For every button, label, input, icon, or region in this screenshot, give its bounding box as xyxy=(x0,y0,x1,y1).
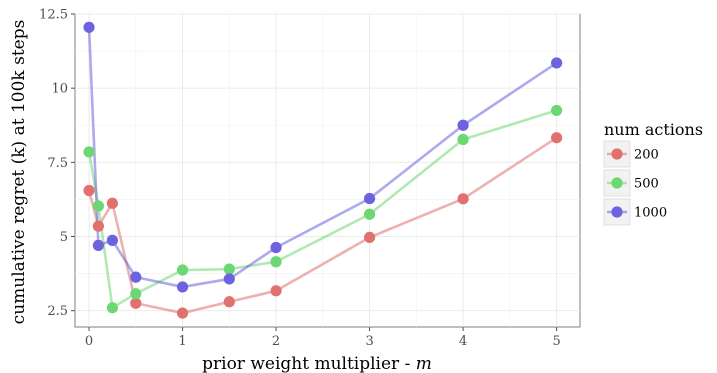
point-500 xyxy=(363,208,376,220)
plot-panel xyxy=(74,13,581,328)
point-500 xyxy=(92,200,104,212)
legend-key-point-500 xyxy=(611,177,623,189)
x-axis: 0 1 2 3 4 5 xyxy=(85,327,561,349)
point-500 xyxy=(130,288,142,300)
x-axis-title: prior weight multiplier - m xyxy=(202,354,432,373)
x-tick-label: 4 xyxy=(459,334,467,349)
point-500 xyxy=(270,256,282,268)
point-500 xyxy=(106,302,119,314)
point-200 xyxy=(83,184,95,197)
point-200 xyxy=(92,220,104,232)
point-200 xyxy=(130,297,142,309)
point-1000 xyxy=(551,57,563,69)
point-500 xyxy=(176,264,189,276)
point-1000 xyxy=(176,281,189,293)
point-200 xyxy=(457,193,469,205)
series-points xyxy=(83,21,563,319)
point-200 xyxy=(223,296,235,308)
y-tick-label: 7.5 xyxy=(47,156,68,171)
y-axis: 2.5 5 7.5 10 12.5 xyxy=(39,8,75,319)
y-tick-label: 2.5 xyxy=(47,304,68,319)
point-1000 xyxy=(106,234,119,246)
point-1000 xyxy=(223,273,235,285)
series-lines xyxy=(87,27,558,315)
point-1000 xyxy=(130,271,142,283)
x-tick-label: 2 xyxy=(272,334,280,349)
point-1000 xyxy=(92,239,104,252)
point-500 xyxy=(223,263,235,275)
point-500 xyxy=(83,146,95,158)
legend-label-200: 200 xyxy=(634,148,659,163)
x-axis-title-text: prior weight multiplier - xyxy=(202,354,416,373)
legend-key-point-200 xyxy=(611,148,623,160)
x-tick-label: 1 xyxy=(178,334,186,349)
y-tick-label: 12.5 xyxy=(39,8,68,23)
point-200 xyxy=(551,132,563,144)
point-1000 xyxy=(270,241,282,254)
y-tick-label: 5 xyxy=(60,230,68,245)
point-200 xyxy=(176,307,189,319)
legend: num actions 200 500 1000 xyxy=(603,120,703,226)
legend-title: num actions xyxy=(604,120,703,139)
series-line-200 xyxy=(87,136,558,315)
point-200 xyxy=(106,197,119,209)
point-200 xyxy=(363,231,376,244)
point-1000 xyxy=(457,119,469,131)
series-line-500 xyxy=(87,109,558,310)
point-1000 xyxy=(83,21,95,33)
x-tick-label: 3 xyxy=(365,334,373,349)
point-500 xyxy=(457,133,469,146)
legend-key-point-1000 xyxy=(611,206,623,218)
legend-label-1000: 1000 xyxy=(634,206,667,221)
legend-label-500: 500 xyxy=(634,177,659,192)
x-axis-title-variable: m xyxy=(416,354,432,373)
y-tick-label: 10 xyxy=(51,82,68,97)
x-tick-label: 5 xyxy=(552,334,560,349)
series-line-1000 xyxy=(87,27,558,289)
x-tick-label: 0 xyxy=(85,334,93,349)
y-axis-title: cumulative regret (k) at 100k steps xyxy=(9,20,29,325)
point-1000 xyxy=(363,192,376,205)
point-200 xyxy=(270,285,282,297)
point-500 xyxy=(551,104,563,117)
